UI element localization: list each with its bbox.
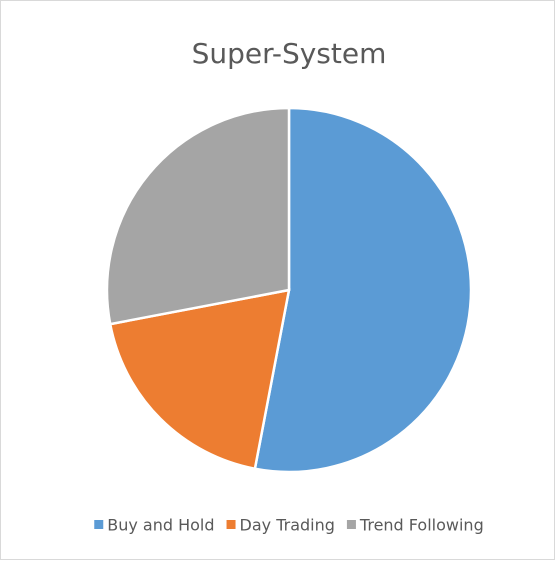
pie-slice xyxy=(253,106,473,474)
pie-slice xyxy=(108,288,291,471)
legend-swatch xyxy=(226,520,236,529)
legend-label: Buy and Hold xyxy=(107,516,214,535)
pie-slice xyxy=(105,106,291,326)
chart-title: Super-System xyxy=(192,37,387,70)
legend-swatch xyxy=(346,520,356,529)
legend-swatch xyxy=(94,520,104,529)
legend-label: Day Trading xyxy=(240,516,335,535)
legend-label: Trend Following xyxy=(359,516,484,535)
